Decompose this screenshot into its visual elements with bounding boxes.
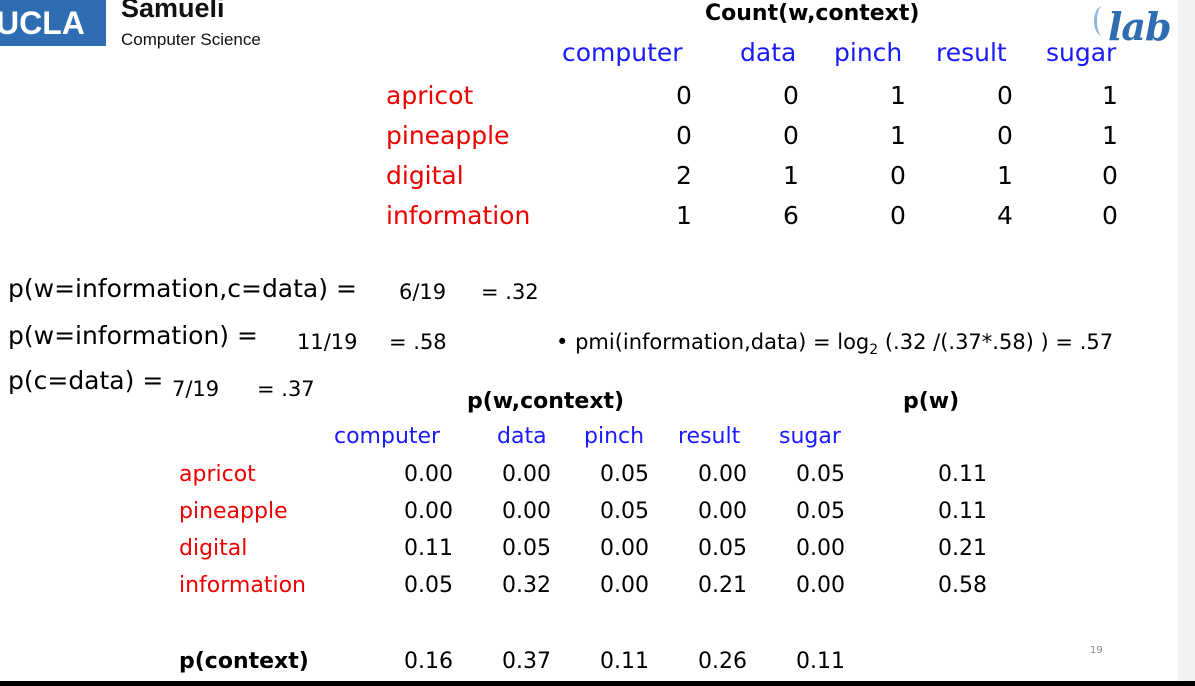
prob-cell: 0.00 xyxy=(502,499,551,524)
department-name: Computer Science xyxy=(121,30,261,49)
joint-prob-value: = .32 xyxy=(481,280,539,304)
pw-value: = .58 xyxy=(389,330,447,354)
context-prob-cell: 0.37 xyxy=(502,649,551,674)
prob-col-header: result xyxy=(678,424,741,449)
context-prob-label: p(context) xyxy=(179,649,309,674)
joint-prob-fraction: 6/19 xyxy=(399,280,447,304)
pw-cell: 0.58 xyxy=(938,573,987,598)
prob-row-word: digital xyxy=(179,536,248,561)
prob-cell: 0.05 xyxy=(796,499,845,524)
count-col-header: computer xyxy=(562,38,683,67)
count-cell: 1 xyxy=(890,121,906,150)
prob-cell: 0.21 xyxy=(698,573,747,598)
count-cell: 1 xyxy=(1102,121,1118,150)
pw-label: p(w=information) = xyxy=(8,321,258,350)
count-row-word: information xyxy=(386,201,531,230)
count-col-header: data xyxy=(740,38,797,67)
pw-cell: 0.21 xyxy=(938,536,987,561)
prob-cell: 0.05 xyxy=(698,536,747,561)
pc-label: p(c=data) = xyxy=(8,366,164,395)
prob-cell: 0.05 xyxy=(796,462,845,487)
count-cell: 0 xyxy=(890,161,906,190)
count-cell: 0 xyxy=(997,121,1013,150)
count-cell: 0 xyxy=(890,201,906,230)
prob-cell: 0.11 xyxy=(404,536,453,561)
prob-cell: 0.00 xyxy=(796,536,845,561)
count-cell: 1 xyxy=(890,81,906,110)
lab-logo: lab xyxy=(1108,4,1172,49)
count-cell: 1 xyxy=(1102,81,1118,110)
prob-cell: 0.32 xyxy=(502,573,551,598)
prob-cell: 0.00 xyxy=(502,462,551,487)
right-edge-strip xyxy=(1178,0,1195,681)
prob-row-word: apricot xyxy=(179,462,256,487)
count-col-header: sugar xyxy=(1046,38,1117,67)
context-prob-cell: 0.16 xyxy=(404,649,453,674)
prob-cell: 0.00 xyxy=(600,536,649,561)
context-prob-cell: 0.11 xyxy=(796,649,845,674)
count-col-header: pinch xyxy=(834,38,903,67)
count-cell: 0 xyxy=(1102,161,1118,190)
prob-cell: 0.00 xyxy=(404,499,453,524)
pc-value: = .37 xyxy=(257,377,315,401)
bottom-bar xyxy=(0,681,1195,686)
count-cell: 0 xyxy=(676,81,692,110)
prob-cell: 0.00 xyxy=(404,462,453,487)
count-row-word: pineapple xyxy=(386,121,510,150)
pmi-bullet: • xyxy=(556,330,569,354)
count-cell: 2 xyxy=(676,161,692,190)
prob-col-header: pinch xyxy=(584,424,645,449)
pw-column-title: p(w) xyxy=(903,389,960,414)
page-number: 19 xyxy=(1090,645,1103,656)
prob-cell: 0.00 xyxy=(600,573,649,598)
context-prob-cell: 0.26 xyxy=(698,649,747,674)
prob-col-header: computer xyxy=(334,424,441,449)
prob-cell: 0.05 xyxy=(600,499,649,524)
count-cell: 1 xyxy=(783,161,799,190)
joint-prob-label: p(w=information,c=data) = xyxy=(8,274,357,303)
prob-row-word: pineapple xyxy=(179,499,288,524)
prob-col-header: sugar xyxy=(779,424,841,449)
pmi-log: log xyxy=(837,330,870,354)
prob-col-header: data xyxy=(497,424,547,449)
prob-cell: 0.05 xyxy=(502,536,551,561)
pmi-right: (.32 /(.37*.58) ) = .57 xyxy=(884,330,1114,354)
pw-fraction: 11/19 xyxy=(297,330,358,354)
pmi-formula: • pmi(information,data) = log2 (.32 /(.3… xyxy=(556,330,1113,358)
count-cell: 0 xyxy=(783,121,799,150)
count-row-word: apricot xyxy=(386,81,474,110)
count-cell: 6 xyxy=(783,201,799,230)
count-cell: 4 xyxy=(997,201,1013,230)
count-cell: 0 xyxy=(676,121,692,150)
pw-cell: 0.11 xyxy=(938,462,987,487)
lab-logo-swoosh xyxy=(1094,6,1111,36)
count-cell: 0 xyxy=(1102,201,1118,230)
prob-cell: 0.00 xyxy=(698,462,747,487)
pmi-log-base: 2 xyxy=(869,342,879,359)
pmi-left: pmi(information,data) = xyxy=(575,330,831,354)
prob-cell: 0.05 xyxy=(600,462,649,487)
prob-cell: 0.00 xyxy=(796,573,845,598)
count-cell: 0 xyxy=(997,81,1013,110)
pw-cell: 0.11 xyxy=(938,499,987,524)
prob-row-word: information xyxy=(179,573,306,598)
context-prob-cell: 0.11 xyxy=(600,649,649,674)
count-table-title: Count(w,context) xyxy=(705,1,920,26)
count-cell: 1 xyxy=(997,161,1013,190)
count-row-word: digital xyxy=(386,161,464,190)
prob-cell: 0.05 xyxy=(404,573,453,598)
count-col-header: result xyxy=(936,38,1007,67)
prob-table-title: p(w,context) xyxy=(467,389,625,414)
prob-cell: 0.00 xyxy=(698,499,747,524)
ucla-logo: UCLA xyxy=(0,0,106,46)
count-cell: 0 xyxy=(783,81,799,110)
samueli-name: Samueli xyxy=(121,0,225,23)
count-cell: 1 xyxy=(676,201,692,230)
pc-fraction: 7/19 xyxy=(172,377,220,401)
